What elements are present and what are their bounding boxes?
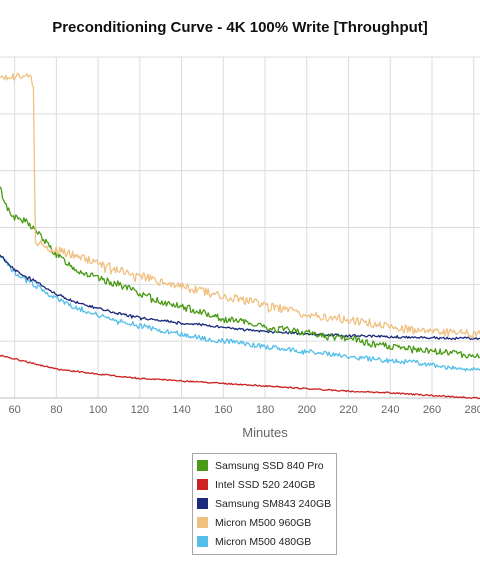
x-tick-label: 220 [339, 404, 357, 416]
line-chart: 60 80 100 120 140 160 180 200 220 240 260 280 Minut… [0, 56, 480, 440]
series-line-4 [0, 255, 480, 372]
chart-title: Preconditioning Curve - 4K 100% Write [T… [52, 19, 428, 36]
x-tick-label: 80 [50, 404, 62, 416]
legend-item[interactable]: Micron M500 480GB [197, 532, 332, 551]
legend-label: Intel SSD 520 240GB [215, 478, 316, 491]
x-tick-label: 160 [214, 404, 232, 416]
legend-item[interactable]: Samsung SM843 240GB [197, 494, 332, 513]
x-tick-label: 60 [8, 404, 20, 416]
series-line-1 [0, 354, 480, 400]
legend-item[interactable]: Micron M500 960GB [197, 513, 332, 532]
legend-swatch [197, 460, 208, 471]
legend-label: Samsung SSD 840 Pro [215, 459, 324, 472]
series-lines [0, 72, 480, 400]
x-tick-label: 240 [381, 404, 399, 416]
x-axis-ticks: 60 80 100 120 140 160 180 200 220 240 260 280 [8, 404, 480, 416]
legend-item[interactable]: Intel SSD 520 240GB [197, 475, 332, 494]
legend-label: Micron M500 960GB [215, 516, 312, 529]
grid-lines [0, 56, 480, 399]
x-axis-title: Minutes [242, 425, 288, 440]
legend-swatch [197, 517, 208, 528]
series-line-3 [0, 72, 480, 339]
x-tick-label: 180 [256, 404, 274, 416]
x-tick-label: 100 [89, 404, 107, 416]
x-tick-label: 200 [298, 404, 316, 416]
legend-label: Samsung SM843 240GB [215, 497, 332, 510]
legend: Samsung SSD 840 Pro Intel SSD 520 240GB Sa… [192, 453, 337, 555]
legend-swatch [197, 479, 208, 490]
legend-swatch [197, 536, 208, 547]
legend-item[interactable]: Samsung SSD 840 Pro [197, 456, 332, 475]
x-tick-label: 280 [465, 404, 480, 416]
series-line-0 [0, 186, 480, 359]
legend-label: Micron M500 480GB [215, 535, 312, 548]
x-tick-label: 120 [131, 404, 149, 416]
x-tick-label: 140 [172, 404, 190, 416]
series-line-2 [0, 254, 480, 341]
x-tick-label: 260 [423, 404, 441, 416]
legend-swatch [197, 498, 208, 509]
